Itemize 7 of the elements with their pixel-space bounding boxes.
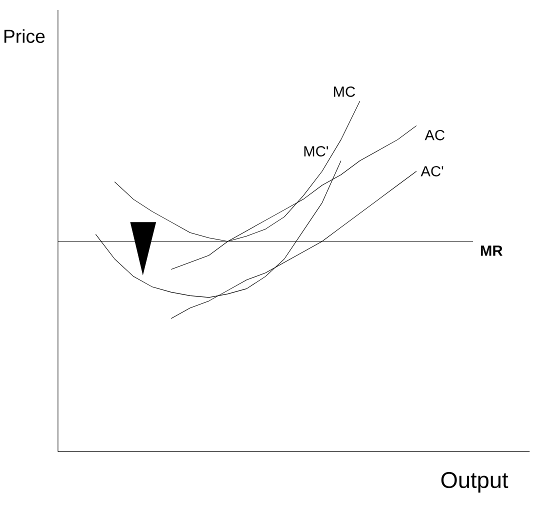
series-label: MC [334, 86, 356, 98]
series-label: AC' [420, 166, 444, 177]
x-axis-title: Output [441, 472, 508, 493]
y-axis-title: Price [4, 29, 45, 44]
series-label: MR [480, 246, 502, 256]
series-label: AC [424, 130, 445, 140]
series-label: MC' [304, 146, 328, 157]
